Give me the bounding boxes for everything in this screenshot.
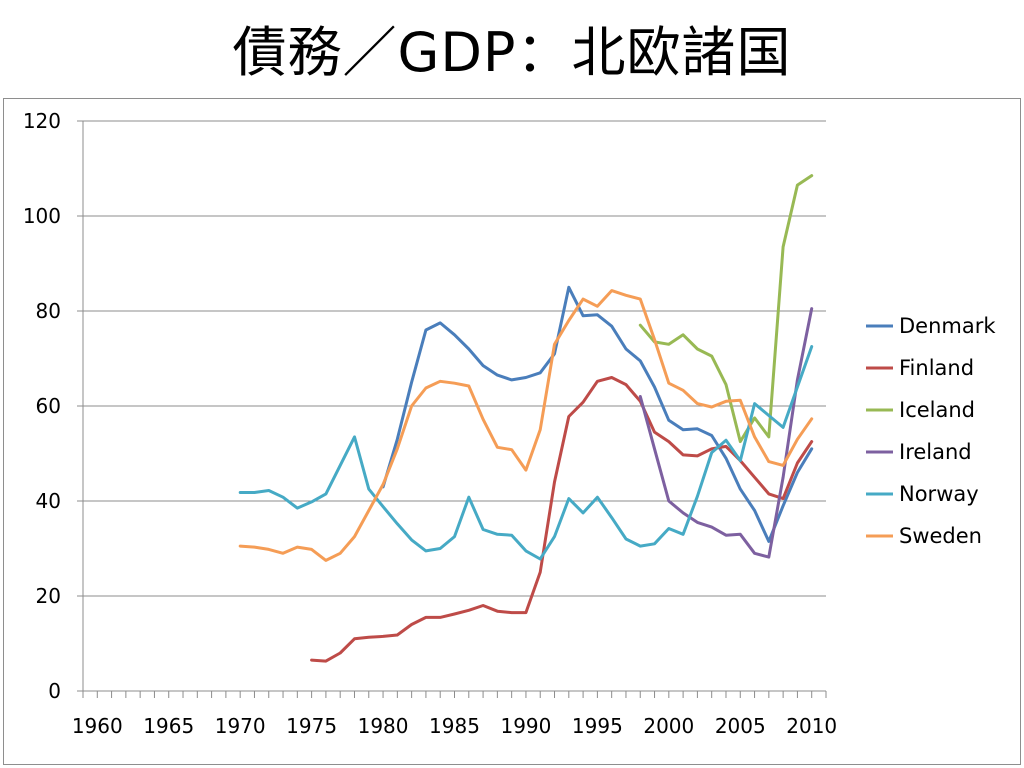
y-tick-label: 100 xyxy=(23,204,61,228)
x-tick-label: 2005 xyxy=(715,714,766,738)
x-tick-label: 2010 xyxy=(786,714,837,738)
series-line-ireland xyxy=(638,307,814,559)
x-tick-labels: 1960 1965 1970 1975 1980 1985 1990 1995 2000 2005… xyxy=(72,714,837,738)
series-line-finland xyxy=(310,376,814,663)
chart-area: 0 20 40 60 80 100 120 1960 1965 1970 1975 1980 1985… xyxy=(3,98,1021,765)
legend-label-denmark: Denmark xyxy=(899,314,996,338)
y-tick-label: 60 xyxy=(36,394,61,418)
legend-label-finland: Finland xyxy=(899,356,974,380)
series-line-denmark xyxy=(381,285,814,543)
legend: Denmark Finland Iceland Ireland Norway Sweden xyxy=(866,314,996,548)
x-tick-label: 2000 xyxy=(643,714,694,738)
series-lines xyxy=(238,174,814,663)
x-tick-label: 1975 xyxy=(286,714,337,738)
x-tick-label: 1965 xyxy=(143,714,194,738)
y-tick-label: 20 xyxy=(36,584,61,608)
legend-label-sweden: Sweden xyxy=(899,524,982,548)
y-tick-labels: 0 20 40 60 80 100 120 xyxy=(23,109,61,703)
slide-title: 債務／GDP：北欧諸国 xyxy=(232,21,792,84)
x-tick-label: 1995 xyxy=(572,714,623,738)
y-tick-label: 120 xyxy=(23,109,61,133)
legend-label-norway: Norway xyxy=(899,482,979,506)
legend-label-ireland: Ireland xyxy=(899,440,972,464)
y-tick-label: 0 xyxy=(48,679,61,703)
x-tick-label: 1980 xyxy=(358,714,409,738)
axes xyxy=(77,120,827,698)
x-tick-label: 1960 xyxy=(72,714,123,738)
y-tick-label: 80 xyxy=(36,299,61,323)
series-line-sweden xyxy=(238,289,814,562)
gridlines xyxy=(83,120,826,597)
x-tick-label: 1985 xyxy=(429,714,480,738)
line-chart: 0 20 40 60 80 100 120 1960 1965 1970 1975 1980 1985… xyxy=(23,109,997,738)
y-tick-label: 40 xyxy=(36,489,61,513)
series-line-norway xyxy=(238,345,814,561)
series-line-iceland xyxy=(638,174,814,444)
x-tick-label: 1990 xyxy=(500,714,551,738)
x-tick-label: 1970 xyxy=(215,714,266,738)
legend-label-iceland: Iceland xyxy=(899,398,975,422)
